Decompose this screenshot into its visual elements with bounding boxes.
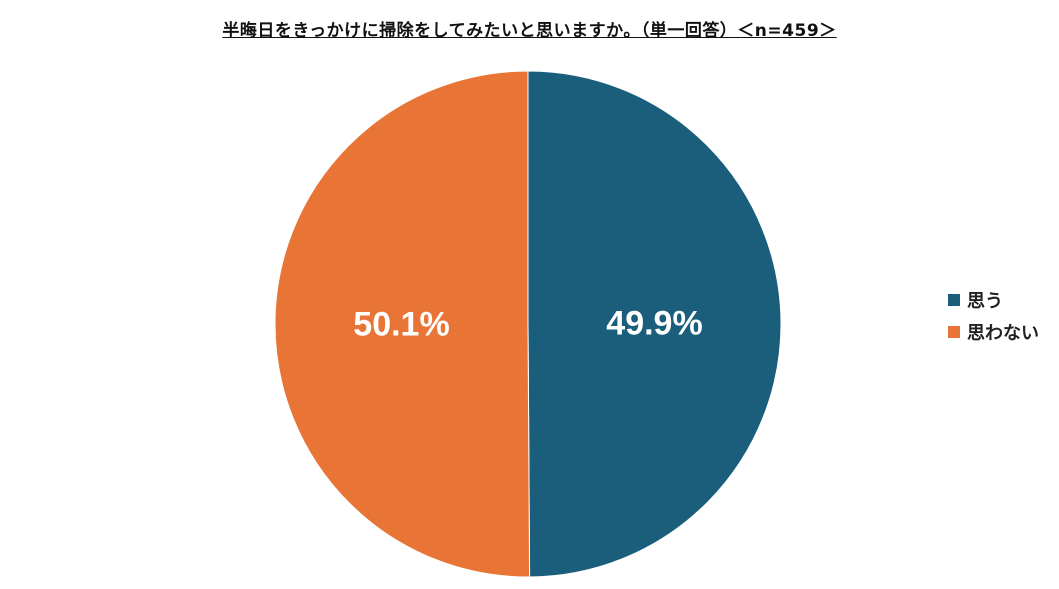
pie-slice-yes <box>527 70 782 578</box>
legend-label-yes: 思う <box>967 291 1003 312</box>
chart-title: 半晦日をきっかけに掃除をしてみたいと思いますか。（単一回答）＜n=459＞ <box>222 21 837 41</box>
legend-swatch-yes <box>948 294 960 306</box>
pie-slice-no <box>274 70 531 578</box>
pie-slices <box>274 70 782 578</box>
legend-label-no: 思わない <box>967 323 1039 344</box>
pie-labels: 49.9% 50.1% <box>353 305 702 344</box>
legend-swatch-no <box>948 326 960 338</box>
pie-label-yes: 49.9% <box>606 305 702 343</box>
legend-item-yes: 思う <box>948 284 1039 316</box>
legend-item-no: 思わない <box>948 316 1039 348</box>
legend: 思う 思わない <box>948 284 1039 348</box>
pie-label-no: 50.1% <box>353 305 449 343</box>
